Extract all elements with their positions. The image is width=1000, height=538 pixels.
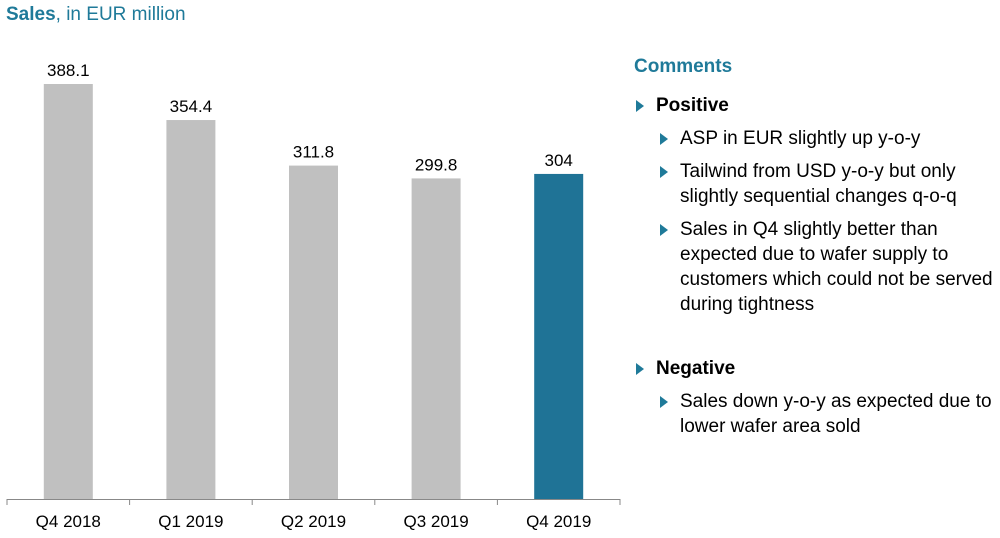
group-heading-negative: Negative	[634, 357, 1000, 381]
comments-panel: Comments Positive ASP in EUR slightly up…	[634, 56, 1000, 439]
bar	[43, 84, 93, 499]
comments-title: Comments	[634, 56, 733, 77]
comment-text: Sales in Q4 slightly better than expecte…	[680, 219, 993, 315]
triangle-bullet-icon	[636, 363, 644, 375]
bar	[289, 165, 338, 499]
x-tick-label: Q4 2018	[36, 512, 101, 531]
x-tick-label: Q4 2019	[526, 512, 591, 531]
comment-item: Tailwind from USD y-o-y but only slightl…	[634, 159, 1000, 209]
comment-item: Sales in Q4 slightly better than expecte…	[634, 217, 1000, 317]
comment-item: ASP in EUR slightly up y-o-y	[634, 126, 1000, 151]
triangle-bullet-icon	[660, 133, 668, 145]
group-label: Positive	[656, 95, 729, 116]
triangle-bullet-icon	[660, 224, 668, 236]
group-label: Negative	[656, 358, 736, 379]
x-tick-label: Q1 2019	[158, 512, 223, 531]
comment-item: Sales down y-o-y as expected due to lowe…	[634, 389, 1000, 439]
comments-group-positive: Positive ASP in EUR slightly up y-o-y Ta…	[634, 94, 1000, 317]
bar	[411, 178, 461, 499]
triangle-bullet-icon	[636, 100, 644, 112]
triangle-bullet-icon	[660, 396, 668, 408]
comment-text: Tailwind from USD y-o-y but only slightl…	[680, 161, 957, 207]
group-heading-positive: Positive	[634, 94, 1000, 118]
bar	[534, 173, 584, 499]
x-tick-label: Q2 2019	[281, 512, 346, 531]
bar-value-label: 354.4	[170, 97, 213, 116]
x-tick-label: Q3 2019	[403, 512, 468, 531]
comment-text: Sales down y-o-y as expected due to lowe…	[680, 391, 992, 437]
triangle-bullet-icon	[660, 166, 668, 178]
chart-title: Sales, in EUR million	[6, 4, 186, 26]
chart-title-bold: Sales	[6, 4, 56, 25]
bar-value-label: 388.1	[47, 61, 90, 80]
sales-bar-chart: 388.1 Q4 2018 354.4 Q1 2019 311.8 Q2 2019 299.…	[6, 61, 621, 531]
bar-value-label: 304	[545, 151, 573, 170]
comments-group-negative: Negative Sales down y-o-y as expected du…	[634, 357, 1000, 439]
comment-text: ASP in EUR slightly up y-o-y	[680, 128, 921, 149]
chart-title-rest: , in EUR million	[55, 4, 186, 25]
bar-value-label: 299.8	[415, 155, 458, 174]
bar-value-label: 311.8	[293, 143, 334, 162]
bar	[166, 120, 216, 499]
